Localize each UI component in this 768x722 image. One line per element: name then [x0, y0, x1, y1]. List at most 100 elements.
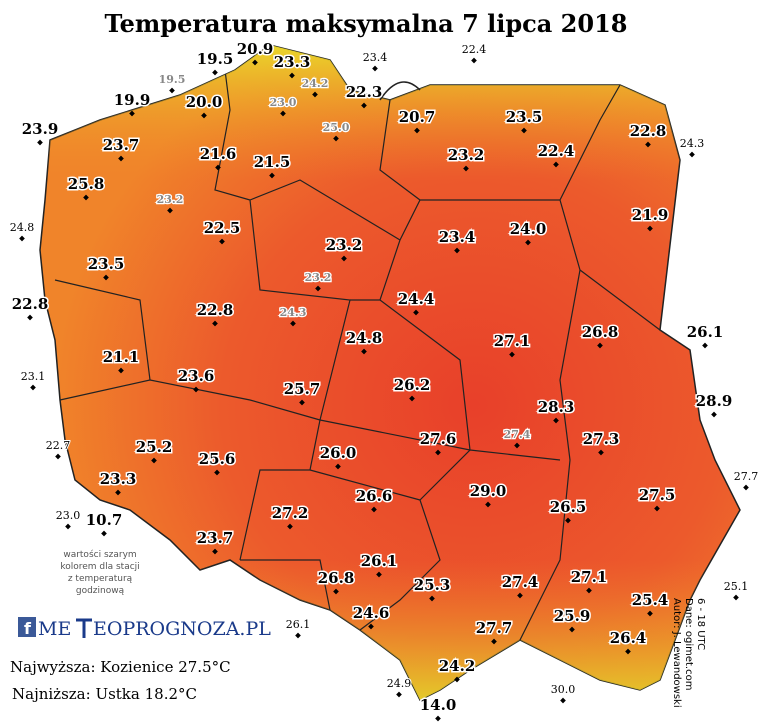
station-dot	[702, 342, 708, 349]
station-value: 26.8	[582, 323, 619, 341]
station-value: 23.1	[21, 370, 46, 383]
station-value: 23.3	[274, 53, 311, 71]
station-value: 23.4	[363, 51, 388, 64]
station-dot	[396, 691, 402, 698]
station-value: 24.3	[680, 137, 705, 150]
station-value: 27.4	[502, 573, 539, 591]
station-dot	[167, 207, 173, 214]
station-dot	[295, 632, 301, 639]
station-dot	[101, 530, 107, 537]
logo-right: EOPROGNOZA.PL	[93, 618, 271, 640]
station-value: 21.1	[103, 348, 140, 366]
station-value: 27.5	[639, 486, 676, 504]
station-value: 19.5	[197, 50, 234, 68]
station-dot	[509, 351, 515, 358]
station-value: 23.0	[56, 509, 81, 522]
station-dot	[711, 411, 717, 418]
note-line: z temperaturą	[68, 574, 133, 584]
station-value: 27.6	[420, 430, 457, 448]
station-dot	[517, 592, 523, 599]
station-value: 19.9	[114, 91, 151, 109]
station-value: 24.6	[353, 604, 390, 622]
station-value: 27.1	[494, 332, 531, 350]
credit-line: Autor: J. Lewandowski	[671, 598, 682, 708]
note-line: godzinową	[76, 586, 125, 596]
station-dot	[312, 91, 318, 98]
station-dot	[413, 309, 419, 316]
title: Temperatura maksymalna 7 lipca 2018	[105, 9, 628, 38]
station-dot	[586, 587, 592, 594]
station-value: 26.1	[687, 323, 724, 341]
station-dot	[733, 594, 739, 601]
station-dot	[118, 155, 124, 162]
station-dot	[19, 235, 25, 242]
station-value: 22.8	[12, 295, 49, 313]
station-dot	[118, 367, 124, 374]
station-dot	[376, 571, 382, 578]
station-value: 29.0	[470, 482, 507, 500]
station-dot	[598, 449, 604, 456]
facebook-icon	[18, 617, 36, 637]
station-value: 26.4	[610, 629, 647, 647]
station-value: 27.3	[583, 430, 620, 448]
station-dot	[169, 87, 175, 94]
station-dot	[103, 274, 109, 281]
station-value: 25.9	[554, 607, 591, 625]
station-dot	[429, 595, 435, 602]
station-dot	[654, 505, 660, 512]
lowest: Najniższa: Ustka 18.2°C	[12, 685, 197, 703]
note-line: wartości szarym	[63, 549, 136, 560]
station-value: 19.5	[159, 73, 186, 86]
station-value: 24.8	[346, 329, 383, 347]
station-dot	[151, 457, 157, 464]
station-value: 24.2	[302, 77, 329, 90]
station-dot	[645, 141, 651, 148]
credit-line: Dane: ogimet.com	[683, 598, 694, 690]
station-value: 22.8	[630, 122, 667, 140]
station-dot	[454, 247, 460, 254]
station-dot	[280, 110, 286, 117]
highest: Najwyższa: Kozienice 27.5°C	[10, 658, 231, 676]
station-value: 23.4	[439, 228, 476, 246]
station-value: 23.0	[270, 96, 297, 109]
station-value: 23.2	[326, 236, 363, 254]
station-value: 28.9	[696, 392, 733, 410]
station-dot	[290, 320, 296, 327]
station-dot	[560, 697, 566, 704]
station-value: 20.7	[399, 108, 436, 126]
station-dot	[65, 523, 71, 530]
station-value: 23.3	[100, 470, 137, 488]
station-value: 22.4	[538, 142, 575, 160]
station-value: 25.7	[284, 380, 321, 398]
station-value: 14.0	[420, 696, 457, 714]
station-dot	[565, 517, 571, 524]
logo-icon	[76, 618, 92, 638]
station-value: 24.2	[439, 657, 476, 675]
station-value: 22.5	[204, 219, 241, 237]
station-dot	[371, 506, 377, 513]
station-dot	[299, 399, 305, 406]
station-value: 20.9	[237, 40, 274, 58]
station-value: 23.2	[448, 146, 485, 164]
station-value: 30.0	[551, 683, 576, 696]
station-value: 25.4	[632, 591, 669, 609]
station-dot	[525, 239, 531, 246]
station-dot	[569, 626, 575, 633]
station-value: 25.0	[323, 121, 350, 134]
station-value: 23.5	[506, 108, 543, 126]
station-dot	[647, 225, 653, 232]
station-dot	[333, 135, 339, 142]
station-value: 26.8	[318, 569, 355, 587]
station-dot	[514, 442, 520, 449]
station-dot	[454, 676, 460, 683]
station-dot	[83, 194, 89, 201]
station-dot	[341, 255, 347, 262]
station-value: 27.4	[504, 428, 531, 441]
station-dot	[372, 65, 378, 72]
station-value: 23.9	[22, 120, 59, 138]
station-dot	[553, 161, 559, 168]
station-value: 21.9	[632, 206, 669, 224]
station-dot	[471, 57, 477, 64]
station-value: 27.1	[571, 568, 608, 586]
